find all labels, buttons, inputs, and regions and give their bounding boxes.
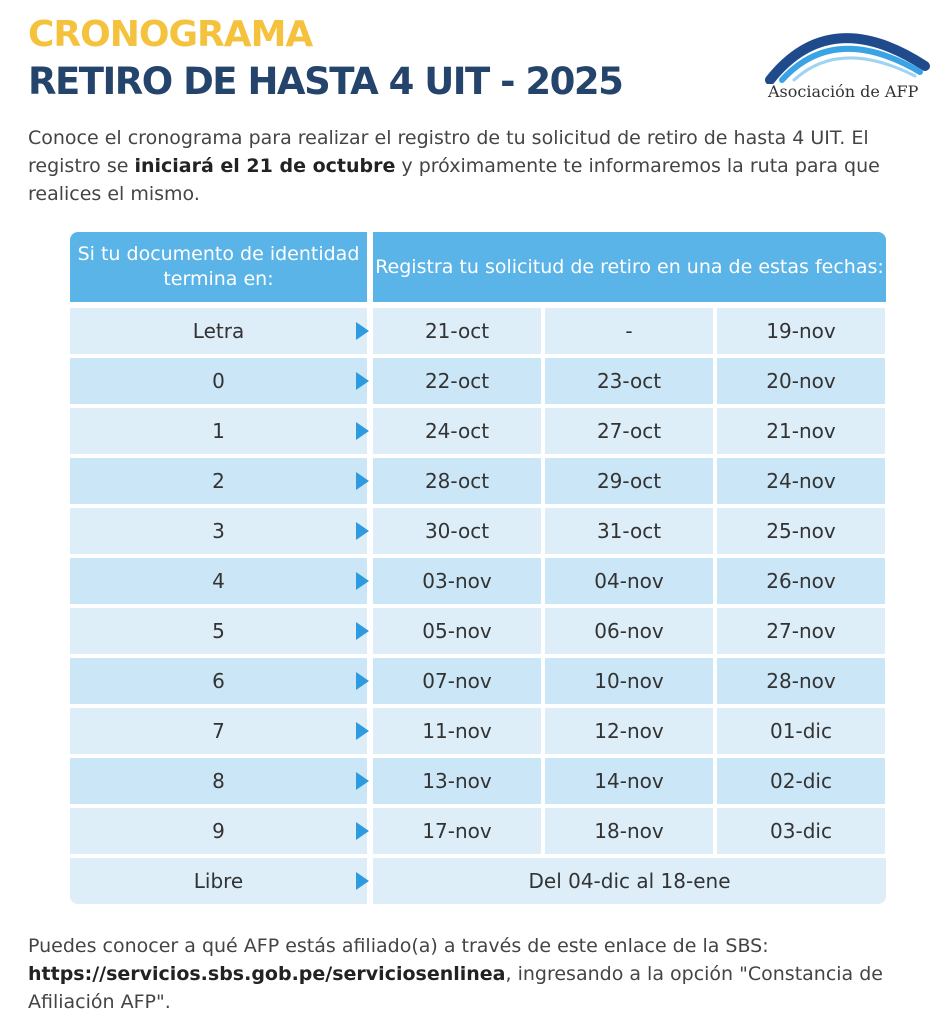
header-registration-dates: Registra tu solicitud de retiro en una d… xyxy=(373,232,886,302)
arrow-right-icon xyxy=(356,472,369,490)
arrow-right-icon xyxy=(356,822,369,840)
row-label: 4 xyxy=(70,558,369,604)
header-document-ending: Si tu documento de identidad termina en: xyxy=(70,232,367,302)
page-subtitle: CRONOGRAMA xyxy=(28,14,313,55)
row-label: 0 xyxy=(70,358,369,404)
row-label: 7 xyxy=(70,708,369,754)
date-cell: 28-oct xyxy=(373,458,541,504)
arrow-right-icon xyxy=(356,572,369,590)
date-cell: 28-nov xyxy=(717,658,885,704)
arrow-right-icon xyxy=(356,722,369,740)
row-label: 2 xyxy=(70,458,369,504)
date-cell: 03-dic xyxy=(717,808,885,854)
date-cell: 03-nov xyxy=(373,558,541,604)
footer-note: Puedes conocer a qué AFP estás afiliado(… xyxy=(28,935,883,1013)
date-cell: 04-nov xyxy=(545,558,713,604)
sbs-link[interactable]: https://servicios.sbs.gob.pe/serviciosen… xyxy=(28,963,506,985)
arrow-right-icon xyxy=(356,422,369,440)
arrow-right-icon xyxy=(356,772,369,790)
date-cell: 27-oct xyxy=(545,408,713,454)
row-label: 5 xyxy=(70,608,369,654)
table-row: 9 17-nov 18-nov 03-dic xyxy=(70,808,886,854)
date-cell: 12-nov xyxy=(545,708,713,754)
row-label: Letra xyxy=(70,308,369,354)
arrow-right-icon xyxy=(356,622,369,640)
date-cell: 06-nov xyxy=(545,608,713,654)
table-row: 7 11-nov 12-nov 01-dic xyxy=(70,708,886,754)
date-cell: 21-nov xyxy=(717,408,885,454)
afp-association-logo: Asociación de AFP xyxy=(760,14,935,106)
table-row: Letra 21-oct -19-nov xyxy=(70,308,886,354)
date-cell: 26-nov xyxy=(717,558,885,604)
date-cell: 23-oct xyxy=(545,358,713,404)
table-row: 1 24-oct 27-oct 21-nov xyxy=(70,408,886,454)
date-cell: 25-nov xyxy=(717,508,885,554)
date-cell: 27-nov xyxy=(717,608,885,654)
date-cell: 19-nov xyxy=(717,308,885,354)
row-label: 8 xyxy=(70,758,369,804)
date-cell: 02-dic xyxy=(717,758,885,804)
arrow-right-icon xyxy=(356,322,369,340)
date-cell: 24-nov xyxy=(717,458,885,504)
table-row: 2 28-oct 29-oct 24-nov xyxy=(70,458,886,504)
date-cell: 22-oct xyxy=(373,358,541,404)
logo-text: Asociación de AFP xyxy=(768,82,919,101)
row-label: 3 xyxy=(70,508,369,554)
row-label: Libre xyxy=(70,858,369,904)
arrow-right-icon xyxy=(356,872,369,890)
date-cell: 31-oct xyxy=(545,508,713,554)
date-cell: 18-nov xyxy=(545,808,713,854)
date-cell: 07-nov xyxy=(373,658,541,704)
date-cell: 10-nov xyxy=(545,658,713,704)
date-cell: 17-nov xyxy=(373,808,541,854)
date-cell: 30-oct xyxy=(373,508,541,554)
table-header: Si tu documento de identidad termina en:… xyxy=(70,232,886,302)
table-row: 0 22-oct 23-oct 20-nov xyxy=(70,358,886,404)
table-row: 3 30-oct 31-oct 25-nov xyxy=(70,508,886,554)
arrow-right-icon xyxy=(356,372,369,390)
row-label: 6 xyxy=(70,658,369,704)
intro-paragraph: Conoce el cronograma para realizar el re… xyxy=(28,127,880,205)
row-label: 9 xyxy=(70,808,369,854)
date-cell: 05-nov xyxy=(373,608,541,654)
date-cell: 29-oct xyxy=(545,458,713,504)
date-cell: 14-nov xyxy=(545,758,713,804)
schedule-table: Si tu documento de identidad termina en:… xyxy=(70,232,886,904)
arrow-right-icon xyxy=(356,522,369,540)
date-range-cell: Del 04-dic al 18-ene xyxy=(373,858,886,904)
row-label: 1 xyxy=(70,408,369,454)
table-row: 4 03-nov 04-nov 26-nov xyxy=(70,558,886,604)
page-title: RETIRO DE HASTA 4 UIT - 2025 xyxy=(28,60,624,103)
table-row-libre: Libre Del 04-dic al 18-ene xyxy=(70,858,886,904)
date-cell: 13-nov xyxy=(373,758,541,804)
date-cell: 01-dic xyxy=(717,708,885,754)
date-cell: 24-oct xyxy=(373,408,541,454)
table-row: 8 13-nov 14-nov 02-dic xyxy=(70,758,886,804)
arrow-right-icon xyxy=(356,672,369,690)
date-cell: 21-oct xyxy=(373,308,541,354)
date-cell: 20-nov xyxy=(717,358,885,404)
date-cell: - xyxy=(545,308,713,354)
table-row: 6 07-nov 10-nov 28-nov xyxy=(70,658,886,704)
date-cell: 11-nov xyxy=(373,708,541,754)
table-row: 5 05-nov 06-nov 27-nov xyxy=(70,608,886,654)
